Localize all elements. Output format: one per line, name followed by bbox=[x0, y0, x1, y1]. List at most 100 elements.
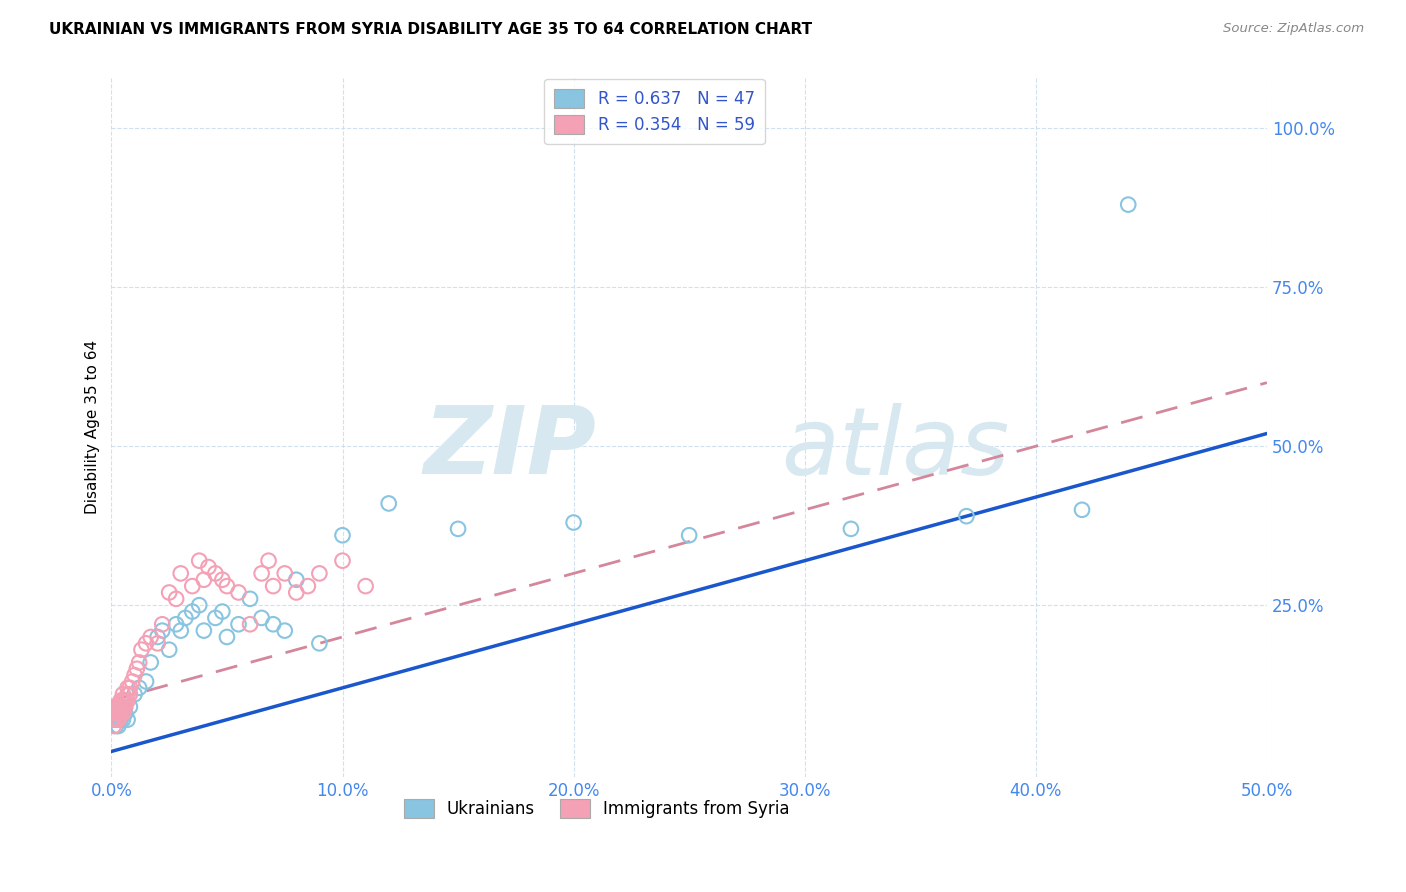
Point bbox=[250, 566, 273, 581]
Point bbox=[285, 573, 308, 587]
Point bbox=[139, 630, 162, 644]
Point bbox=[111, 700, 134, 714]
Point bbox=[181, 605, 204, 619]
Point bbox=[188, 554, 211, 568]
Point bbox=[118, 700, 141, 714]
Point bbox=[100, 706, 122, 721]
Point bbox=[131, 642, 153, 657]
Point bbox=[107, 700, 129, 714]
Point bbox=[146, 636, 169, 650]
Point bbox=[105, 706, 128, 721]
Point bbox=[118, 681, 141, 695]
Point bbox=[110, 706, 132, 721]
Point bbox=[135, 674, 157, 689]
Point bbox=[110, 700, 132, 714]
Point bbox=[111, 693, 134, 707]
Point bbox=[188, 598, 211, 612]
Point bbox=[377, 496, 399, 510]
Point bbox=[165, 617, 187, 632]
Point bbox=[197, 560, 219, 574]
Point bbox=[250, 611, 273, 625]
Point bbox=[146, 630, 169, 644]
Point bbox=[105, 713, 128, 727]
Point bbox=[285, 585, 308, 599]
Point bbox=[157, 585, 180, 599]
Point bbox=[447, 522, 470, 536]
Point bbox=[118, 687, 141, 701]
Point bbox=[678, 528, 700, 542]
Point bbox=[107, 719, 129, 733]
Point bbox=[211, 605, 233, 619]
Point bbox=[103, 706, 125, 721]
Point bbox=[111, 687, 134, 701]
Point bbox=[181, 579, 204, 593]
Y-axis label: Disability Age 35 to 64: Disability Age 35 to 64 bbox=[86, 340, 100, 514]
Point bbox=[111, 700, 134, 714]
Point bbox=[117, 681, 139, 695]
Point bbox=[165, 591, 187, 606]
Point bbox=[257, 554, 280, 568]
Point bbox=[139, 656, 162, 670]
Point bbox=[128, 656, 150, 670]
Point bbox=[103, 713, 125, 727]
Text: Source: ZipAtlas.com: Source: ZipAtlas.com bbox=[1223, 22, 1364, 36]
Point bbox=[239, 617, 262, 632]
Point bbox=[228, 617, 250, 632]
Point bbox=[262, 617, 284, 632]
Point bbox=[110, 713, 132, 727]
Point bbox=[124, 668, 146, 682]
Point bbox=[128, 681, 150, 695]
Point bbox=[105, 706, 128, 721]
Point bbox=[297, 579, 319, 593]
Point bbox=[111, 706, 134, 721]
Point bbox=[274, 566, 297, 581]
Point bbox=[105, 713, 128, 727]
Point bbox=[193, 624, 215, 638]
Point bbox=[274, 624, 297, 638]
Point bbox=[111, 713, 134, 727]
Point bbox=[262, 579, 284, 593]
Point bbox=[103, 700, 125, 714]
Point bbox=[107, 700, 129, 714]
Point bbox=[107, 713, 129, 727]
Point bbox=[105, 713, 128, 727]
Text: atlas: atlas bbox=[782, 402, 1010, 493]
Point bbox=[117, 693, 139, 707]
Point bbox=[839, 522, 862, 536]
Point bbox=[193, 573, 215, 587]
Point bbox=[117, 713, 139, 727]
Point bbox=[150, 624, 173, 638]
Point bbox=[308, 636, 330, 650]
Point bbox=[955, 509, 977, 524]
Point bbox=[105, 719, 128, 733]
Point bbox=[204, 566, 226, 581]
Point bbox=[1071, 503, 1094, 517]
Point bbox=[150, 617, 173, 632]
Point bbox=[105, 700, 128, 714]
Point bbox=[308, 566, 330, 581]
Text: ZIP: ZIP bbox=[423, 402, 596, 494]
Point bbox=[103, 719, 125, 733]
Point bbox=[125, 662, 148, 676]
Point bbox=[105, 700, 128, 714]
Point bbox=[157, 642, 180, 657]
Point bbox=[117, 687, 139, 701]
Text: UKRAINIAN VS IMMIGRANTS FROM SYRIA DISABILITY AGE 35 TO 64 CORRELATION CHART: UKRAINIAN VS IMMIGRANTS FROM SYRIA DISAB… bbox=[49, 22, 813, 37]
Point bbox=[110, 706, 132, 721]
Legend: Ukrainians, Immigrants from Syria: Ukrainians, Immigrants from Syria bbox=[396, 792, 797, 824]
Point bbox=[114, 706, 136, 721]
Point bbox=[135, 636, 157, 650]
Point bbox=[103, 706, 125, 721]
Point bbox=[215, 630, 238, 644]
Point bbox=[215, 579, 238, 593]
Point bbox=[354, 579, 377, 593]
Point bbox=[170, 624, 193, 638]
Point bbox=[228, 585, 250, 599]
Point bbox=[562, 516, 585, 530]
Point bbox=[103, 713, 125, 727]
Point bbox=[239, 591, 262, 606]
Point bbox=[107, 713, 129, 727]
Point bbox=[174, 611, 197, 625]
Point bbox=[332, 528, 354, 542]
Point bbox=[110, 693, 132, 707]
